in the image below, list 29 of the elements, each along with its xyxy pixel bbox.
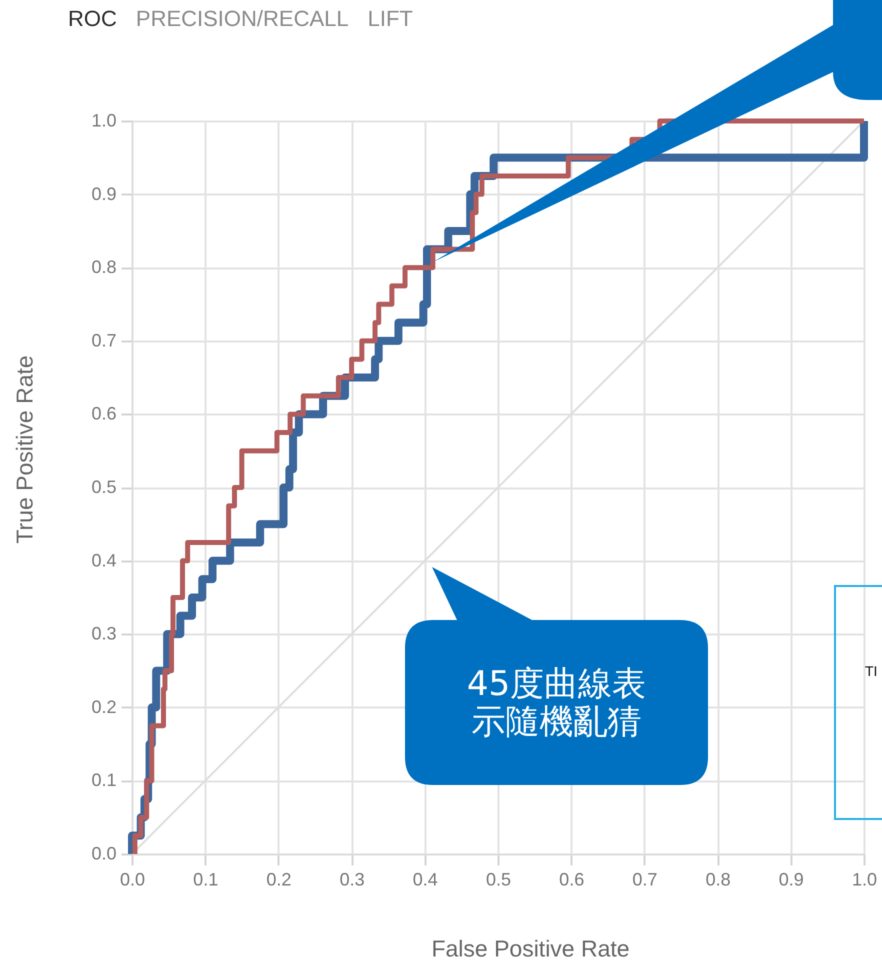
y-tick-label: 0.6 [91, 404, 116, 424]
x-tick-label: 0.0 [120, 870, 146, 890]
x-tick-label: 0.9 [778, 870, 804, 890]
y-tick-label: 0.0 [91, 844, 116, 864]
x-tick-label: 0.1 [193, 870, 218, 890]
y-tick-label: 0.2 [91, 696, 116, 717]
y-axis-title: True Positive Rate [12, 355, 38, 544]
x-tick-label: 1.0 [852, 870, 878, 890]
y-tick-label: 0.1 [91, 770, 116, 790]
x-tick-label: 0.5 [486, 870, 512, 890]
x-tick-label: 0.3 [340, 870, 365, 890]
y-tick-label: 0.9 [91, 184, 116, 204]
text: ROC [68, 6, 117, 31]
y-tick-label: 0.8 [91, 257, 116, 278]
x-tick-label: 0.2 [266, 870, 292, 890]
text: PRECISION/RECALL [136, 6, 349, 31]
x-tick-label: 0.8 [706, 870, 731, 890]
text: LIFT [368, 6, 413, 31]
x-tick-label: 0.4 [412, 870, 438, 890]
y-tick-label: 1.0 [91, 110, 116, 130]
y-tick-label: 0.5 [91, 477, 116, 497]
y-tick-label: 0.4 [91, 550, 116, 570]
x-axis-title: False Positive Rate [431, 936, 630, 962]
x-tick-label: 0.7 [632, 870, 658, 890]
text: TI [865, 663, 878, 679]
y-tick-label: 0.7 [91, 330, 116, 350]
y-tick-label: 0.3 [91, 624, 116, 644]
x-tick-label: 0.6 [559, 870, 584, 890]
annotation: 45度曲線表示隨機亂猜 [466, 664, 648, 742]
